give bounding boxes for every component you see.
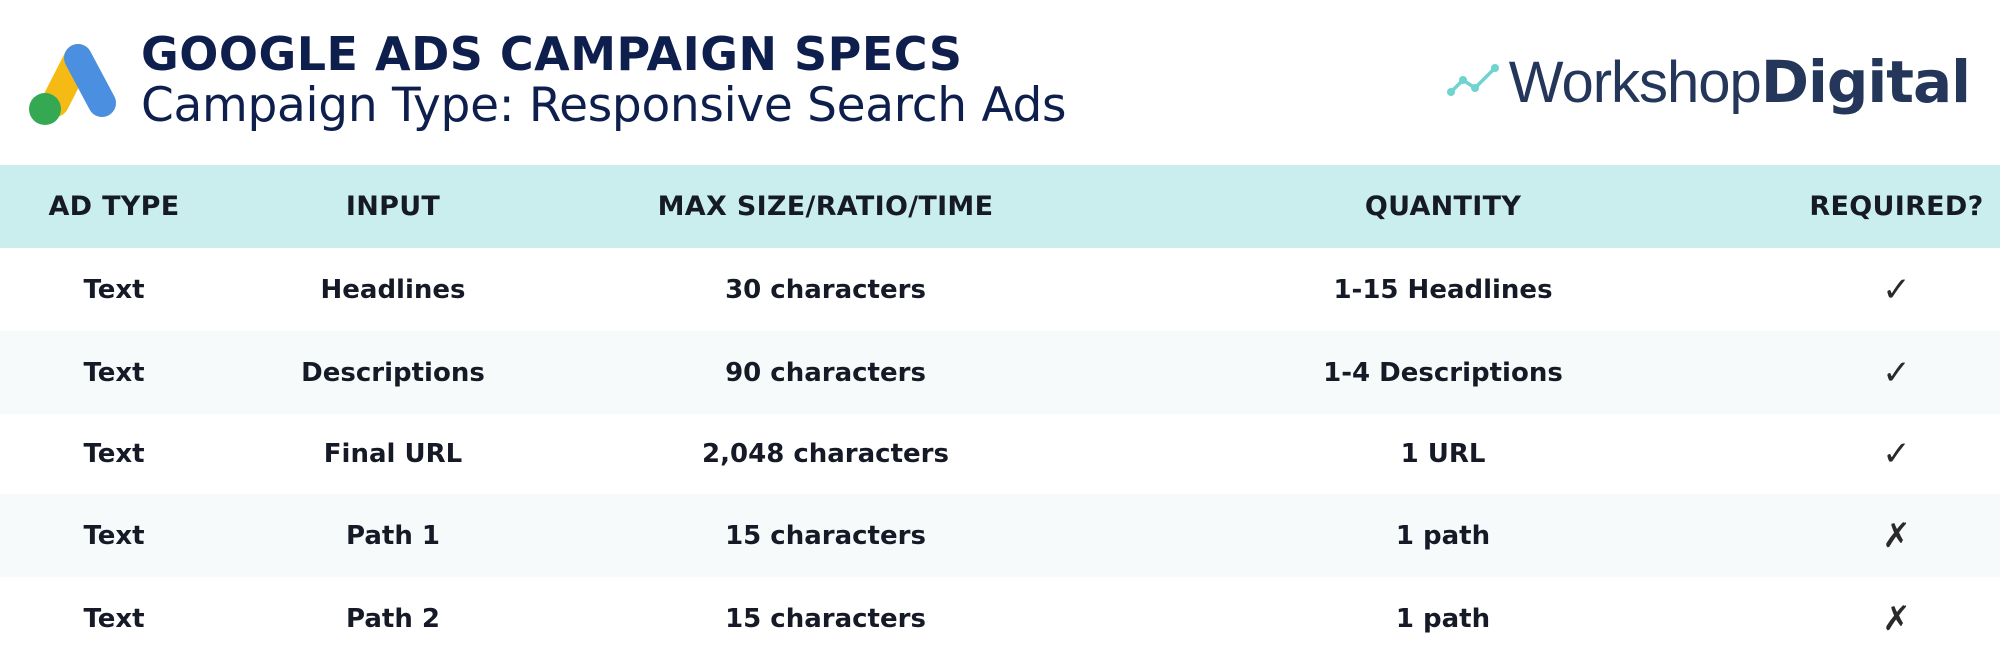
checkmark-icon: ✓ bbox=[1882, 269, 1911, 310]
cell-max-size: 15 characters bbox=[725, 520, 926, 551]
cell-input: Path 1 bbox=[346, 520, 440, 551]
table-row: Text Headlines 30 characters 1-15 Headli… bbox=[0, 248, 2000, 331]
table-row: Text Path 1 15 characters 1 path ✗ bbox=[0, 494, 2000, 577]
logo-wordmark: WorkshopDigital bbox=[1508, 47, 1971, 116]
cell-max-size: 30 characters bbox=[725, 274, 926, 305]
cell-quantity: 1 URL bbox=[1400, 439, 1486, 469]
table-row: Text Descriptions 90 characters 1-4 Desc… bbox=[0, 331, 2000, 414]
cell-ad-type: Text bbox=[83, 603, 145, 634]
table-row: Text Final URL 2,048 characters 1 URL ✓ bbox=[0, 414, 2000, 494]
cell-ad-type: Text bbox=[83, 274, 145, 305]
cell-input: Path 2 bbox=[346, 603, 440, 634]
cell-quantity: 1 path bbox=[1395, 520, 1491, 551]
cell-max-size: 90 characters bbox=[725, 357, 926, 388]
cell-input: Headlines bbox=[320, 274, 466, 305]
column-header-quantity: QUANTITY bbox=[1364, 191, 1522, 222]
cell-ad-type: Text bbox=[83, 357, 145, 388]
google-ads-icon bbox=[29, 44, 116, 125]
cell-input: Descriptions bbox=[301, 357, 485, 388]
specs-table: AD TYPE INPUT MAX SIZE/RATIO/TIME QUANTI… bbox=[0, 165, 2000, 660]
checkmark-icon: ✓ bbox=[1882, 434, 1911, 474]
page-header: GOOGLE ADS CAMPAIGN SPECS Campaign Type:… bbox=[0, 0, 2000, 165]
column-header-input: INPUT bbox=[345, 191, 441, 222]
checkmark-icon: ✓ bbox=[1882, 352, 1911, 393]
column-header-max-size: MAX SIZE/RATIO/TIME bbox=[657, 191, 994, 222]
cell-ad-type: Text bbox=[83, 439, 145, 469]
cell-ad-type: Text bbox=[83, 520, 145, 551]
page-subtitle: Campaign Type: Responsive Search Ads bbox=[141, 78, 1067, 133]
cell-max-size: 15 characters bbox=[725, 603, 926, 634]
page-title: GOOGLE ADS CAMPAIGN SPECS bbox=[141, 27, 963, 81]
cross-icon: ✗ bbox=[1882, 598, 1911, 639]
chart-line-icon bbox=[1446, 63, 1499, 96]
cell-quantity: 1 path bbox=[1395, 603, 1491, 634]
column-header-ad-type: AD TYPE bbox=[48, 191, 180, 222]
table-header-row: AD TYPE INPUT MAX SIZE/RATIO/TIME QUANTI… bbox=[0, 165, 2000, 248]
workshop-digital-logo: WorkshopDigital bbox=[1445, 44, 1971, 119]
cell-quantity: 1-15 Headlines bbox=[1333, 274, 1553, 305]
column-header-required: REQUIRED? bbox=[1809, 191, 1984, 222]
cell-quantity: 1-4 Descriptions bbox=[1323, 357, 1563, 388]
cell-max-size: 2,048 characters bbox=[702, 439, 949, 469]
table-row: Text Path 2 15 characters 1 path ✗ bbox=[0, 577, 2000, 660]
cell-input: Final URL bbox=[323, 439, 463, 469]
cross-icon: ✗ bbox=[1882, 515, 1911, 556]
